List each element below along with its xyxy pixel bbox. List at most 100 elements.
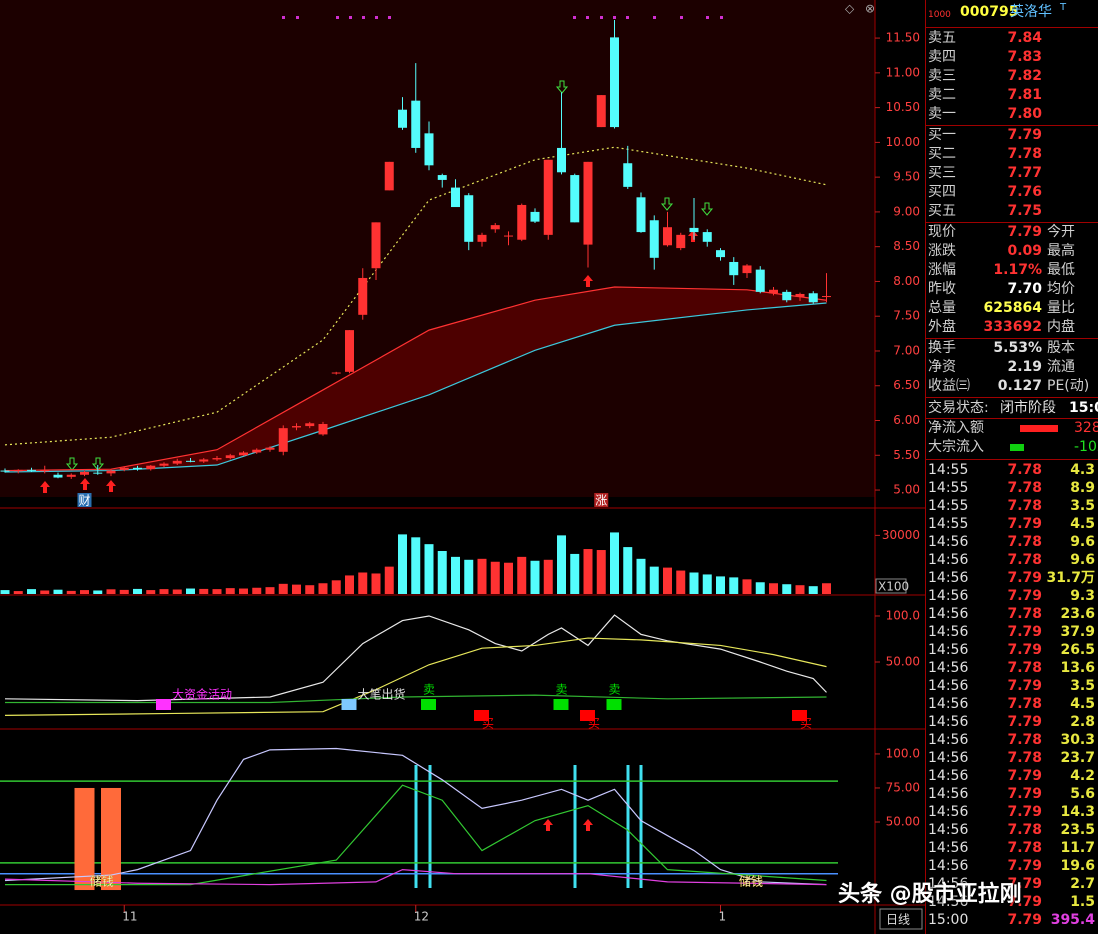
candle-body xyxy=(689,227,699,233)
candle-body xyxy=(702,232,712,242)
volume-bar xyxy=(504,562,513,594)
y-tick-label: 9.50 xyxy=(893,170,920,184)
candle-body xyxy=(278,428,288,452)
candle-body xyxy=(570,175,580,223)
stat-value: 1.17% xyxy=(993,262,1042,278)
volume-bar xyxy=(371,573,381,594)
prefix: 1000 xyxy=(928,10,951,20)
tick-time: 14:56 xyxy=(928,678,969,694)
tick-time: 14:56 xyxy=(928,570,969,586)
top-dot xyxy=(349,16,352,19)
book-label: 卖二 xyxy=(928,87,956,103)
icon-diamond[interactable]: ◇ xyxy=(845,2,855,16)
candle-body xyxy=(292,426,301,428)
status-label: 交易状态: xyxy=(928,400,989,416)
volume-bar xyxy=(345,575,354,594)
tick-time: 14:55 xyxy=(928,498,969,514)
candle-body xyxy=(40,469,50,472)
tick-volume: 23.7 xyxy=(1060,750,1095,766)
candle-body xyxy=(557,147,566,173)
icon-close[interactable]: ⊗ xyxy=(865,2,875,16)
separator xyxy=(926,459,1098,460)
volume-bar xyxy=(517,556,527,594)
stat-label: PE(动) xyxy=(1047,378,1090,394)
tick-volume: 9.6 xyxy=(1070,534,1095,550)
annotation: 财 xyxy=(78,494,90,508)
stat-value: 5.53% xyxy=(993,340,1042,356)
stat-value: 625864 xyxy=(983,300,1042,316)
candle-body xyxy=(398,109,407,128)
x-tick-label: 11 xyxy=(122,910,137,924)
tick-time: 14:55 xyxy=(928,480,969,496)
top-dot xyxy=(613,16,616,19)
up-arrow xyxy=(688,230,698,242)
candle-body xyxy=(663,227,672,246)
tick-price: 7.79 xyxy=(1007,624,1042,640)
volume-bar xyxy=(464,559,474,594)
tick-volume: 13.6 xyxy=(1060,660,1095,676)
tick-volume: 9.3 xyxy=(1070,588,1095,604)
top-dot xyxy=(375,16,378,19)
volume-bar xyxy=(742,579,752,594)
signal-box xyxy=(553,699,569,710)
annotation: 卖 xyxy=(423,683,435,697)
tick-volume: 19.6 xyxy=(1060,858,1095,874)
separator xyxy=(926,222,1098,223)
stat-label: 收益㈢ xyxy=(928,378,970,394)
tick-price: 7.78 xyxy=(1007,660,1042,676)
volume-bar xyxy=(822,583,831,594)
volume-bar xyxy=(689,572,699,594)
y-tick-label: 100.0 xyxy=(886,608,920,622)
volume-bar xyxy=(808,586,818,594)
tick-price: 7.79 xyxy=(1007,678,1042,694)
volume-bar xyxy=(596,550,606,594)
top-dot xyxy=(282,16,285,19)
stat-label: 均价 xyxy=(1047,281,1075,297)
volume-bar xyxy=(40,590,50,594)
candle-body xyxy=(27,469,36,471)
candle-body xyxy=(53,474,63,478)
signal-box xyxy=(606,699,622,710)
candle-body xyxy=(305,423,315,427)
tick-price: 7.78 xyxy=(1007,552,1042,568)
volume-bar xyxy=(278,583,288,594)
volume-bar xyxy=(172,589,182,594)
annotation-box xyxy=(77,493,92,507)
candle-body xyxy=(782,291,792,301)
chart-area: ◇ ⊗ 财 涨 5.00 5.50 6.00 6.50 7.00 7.50 8.00 8.50 9.… xyxy=(0,0,925,934)
volume-bar xyxy=(305,585,315,594)
tick-price: 7.79 xyxy=(1007,876,1042,892)
period-label: 日线 xyxy=(886,913,910,927)
stat-label: 最低 xyxy=(1047,262,1075,278)
volume-bar xyxy=(437,551,447,594)
candle-body xyxy=(212,458,222,460)
tick-volume: 23.6 xyxy=(1060,606,1095,622)
band-fill xyxy=(5,287,827,472)
tick-time: 14:56 xyxy=(928,840,969,856)
tick-volume: 5.6 xyxy=(1070,786,1095,802)
book-price: 7.80 xyxy=(1007,106,1042,122)
book-label: 买二 xyxy=(928,146,956,162)
volume-bar xyxy=(53,589,63,594)
tick-time: 14:56 xyxy=(928,696,969,712)
volume-bar xyxy=(146,590,156,594)
flag: T xyxy=(1060,2,1067,13)
volume-bar xyxy=(424,544,434,594)
candle-body xyxy=(795,293,805,297)
volume-bar xyxy=(0,590,10,594)
volume-bar xyxy=(225,588,235,594)
tick-price: 7.79 xyxy=(1007,768,1042,784)
indicator-line xyxy=(4,286,827,472)
volume-bar xyxy=(13,591,23,594)
stat-value: 0.127 xyxy=(997,378,1042,394)
y-tick-label: 10.00 xyxy=(886,135,920,149)
tick-volume: 26.5 xyxy=(1060,642,1095,658)
book-price: 7.78 xyxy=(1007,146,1042,162)
flow-value: 328 xyxy=(1074,420,1098,436)
stat-label: 现价 xyxy=(928,224,956,240)
tick-price: 7.79 xyxy=(1007,588,1042,604)
flow-label: 大宗流入 xyxy=(928,439,984,455)
volume-bar xyxy=(411,537,421,594)
up-arrow xyxy=(40,481,50,493)
tick-price: 7.78 xyxy=(1007,606,1042,622)
